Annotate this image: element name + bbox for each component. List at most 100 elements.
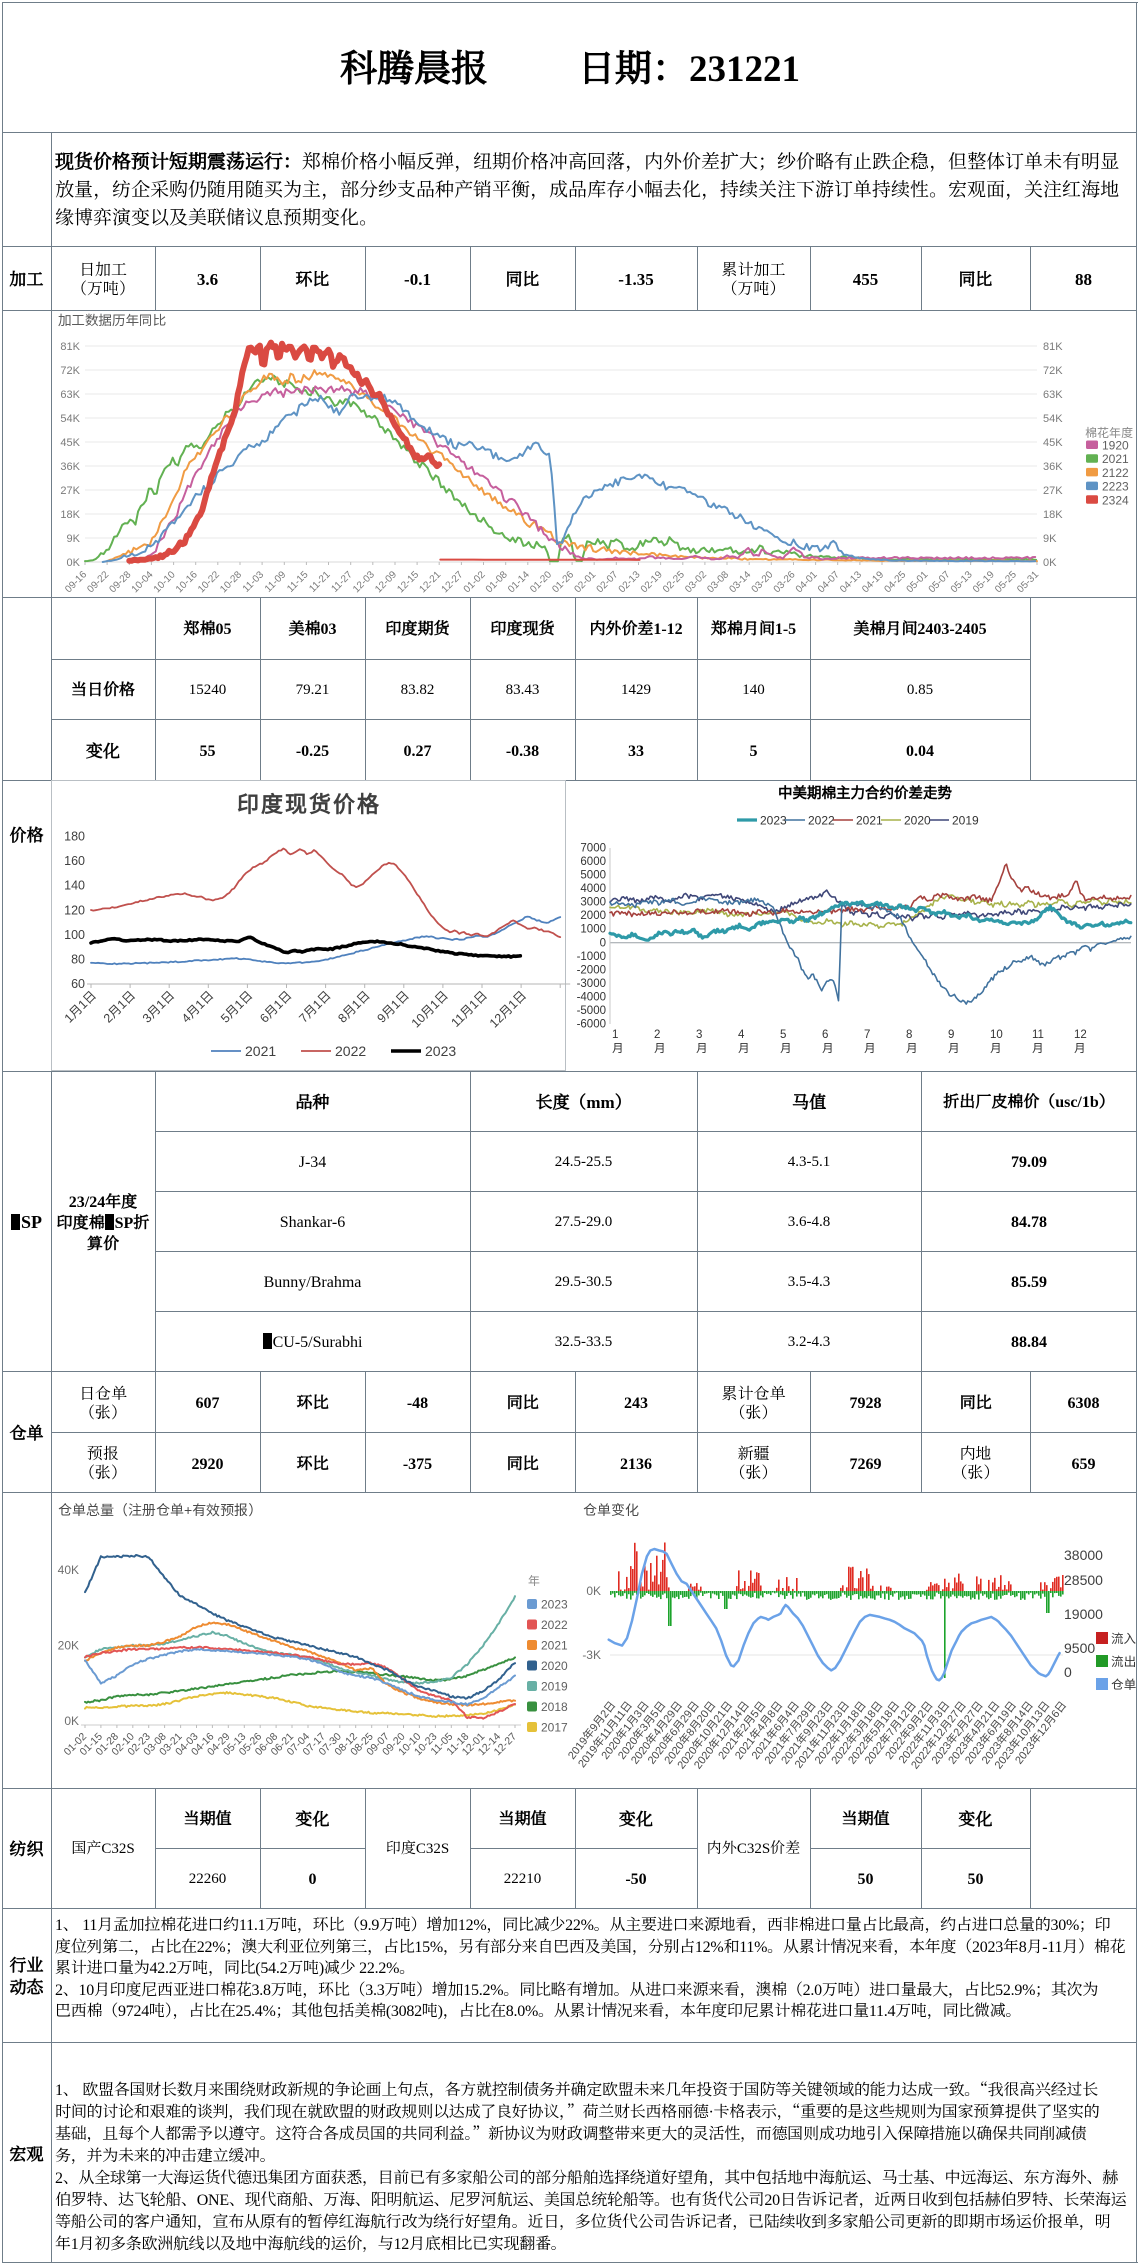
svg-text:5: 5 xyxy=(780,1026,786,1042)
svg-text:0K: 0K xyxy=(67,554,81,570)
svg-text:36K: 36K xyxy=(60,458,80,474)
svg-text:8: 8 xyxy=(906,1026,912,1042)
svg-text:10: 10 xyxy=(990,1026,1003,1042)
svg-text:27K: 27K xyxy=(1043,482,1063,498)
svg-text:0: 0 xyxy=(600,934,606,950)
svg-text:流入: 流入 xyxy=(1111,1628,1137,1647)
svg-text:12: 12 xyxy=(1074,1026,1087,1042)
svg-text:80: 80 xyxy=(71,948,85,967)
svg-text:加工数据历年同比: 加工数据历年同比 xyxy=(58,309,166,329)
svg-text:月: 月 xyxy=(738,1040,750,1056)
svg-text:2021: 2021 xyxy=(541,1637,568,1654)
svg-text:180: 180 xyxy=(64,826,85,845)
svg-text:2019: 2019 xyxy=(952,812,979,829)
svg-text:月: 月 xyxy=(906,1040,918,1056)
svg-text:月: 月 xyxy=(1074,1040,1086,1056)
svg-text:120: 120 xyxy=(64,899,85,918)
svg-text:仓单变化: 仓单变化 xyxy=(583,1500,639,1520)
svg-text:9: 9 xyxy=(948,1026,954,1042)
svg-text:月: 月 xyxy=(864,1040,876,1056)
svg-text:月: 月 xyxy=(612,1040,624,1056)
svg-text:7: 7 xyxy=(864,1026,870,1042)
svg-text:月: 月 xyxy=(990,1040,1002,1056)
svg-text:月: 月 xyxy=(822,1040,834,1056)
svg-text:140: 140 xyxy=(64,875,85,894)
svg-text:11: 11 xyxy=(1032,1026,1044,1042)
svg-text:流出: 流出 xyxy=(1111,1651,1136,1670)
svg-text:-3K: -3K xyxy=(582,1646,601,1663)
svg-text:54K: 54K xyxy=(1043,410,1063,426)
svg-text:0K: 0K xyxy=(64,1712,79,1729)
svg-text:月: 月 xyxy=(780,1040,792,1056)
svg-text:160: 160 xyxy=(64,850,85,869)
svg-text:36K: 36K xyxy=(1043,458,1063,474)
svg-text:2122: 2122 xyxy=(1102,464,1129,481)
svg-text:11-15: 11-15 xyxy=(282,566,310,594)
svg-text:45K: 45K xyxy=(1043,434,1063,450)
svg-text:11-09: 11-09 xyxy=(260,566,288,594)
svg-text:1000: 1000 xyxy=(580,921,606,937)
svg-text:2223: 2223 xyxy=(1102,478,1129,495)
svg-text:11-21: 11-21 xyxy=(304,566,332,594)
svg-text:2020: 2020 xyxy=(904,812,931,829)
svg-text:7000: 7000 xyxy=(580,840,606,856)
svg-text:-3000: -3000 xyxy=(577,975,606,991)
svg-text:2023: 2023 xyxy=(425,1041,456,1061)
svg-text:-5000: -5000 xyxy=(577,1002,606,1018)
svg-text:27K: 27K xyxy=(60,482,80,498)
svg-text:2019: 2019 xyxy=(541,1678,568,1695)
svg-text:0: 0 xyxy=(1064,1662,1072,1682)
svg-text:月: 月 xyxy=(948,1040,960,1056)
svg-text:2021: 2021 xyxy=(1102,450,1129,467)
svg-text:0K: 0K xyxy=(1043,554,1057,570)
svg-text:棉花年度: 棉花年度 xyxy=(1085,424,1133,441)
svg-text:18K: 18K xyxy=(60,506,80,522)
svg-text:4000: 4000 xyxy=(580,880,606,896)
svg-text:60: 60 xyxy=(71,973,85,992)
svg-text:20K: 20K xyxy=(58,1637,79,1654)
svg-text:05-31: 05-31 xyxy=(1012,566,1041,595)
svg-text:-4000: -4000 xyxy=(577,988,606,1004)
svg-text:4: 4 xyxy=(738,1026,745,1042)
svg-text:仓单: 仓单 xyxy=(1111,1674,1137,1693)
svg-text:年: 年 xyxy=(528,1572,541,1589)
svg-text:2324: 2324 xyxy=(1102,491,1129,508)
svg-text:1: 1 xyxy=(612,1026,618,1042)
svg-text:-2000: -2000 xyxy=(577,961,606,977)
svg-text:54K: 54K xyxy=(60,410,80,426)
svg-text:72K: 72K xyxy=(1043,362,1063,378)
svg-text:月: 月 xyxy=(654,1040,666,1056)
svg-text:40K: 40K xyxy=(58,1561,79,1578)
svg-text:9K: 9K xyxy=(1043,530,1057,546)
svg-text:2017: 2017 xyxy=(541,1719,568,1736)
svg-text:2023: 2023 xyxy=(541,1596,568,1613)
svg-text:63K: 63K xyxy=(60,386,80,402)
svg-text:中美期棉主力合约价差走势: 中美期棉主力合约价差走势 xyxy=(778,782,952,803)
svg-text:2018: 2018 xyxy=(541,1698,568,1715)
svg-text:18K: 18K xyxy=(1043,506,1063,522)
svg-text:2021: 2021 xyxy=(856,812,883,829)
svg-text:19000: 19000 xyxy=(1064,1604,1103,1624)
svg-text:11-03: 11-03 xyxy=(238,566,266,594)
svg-text:9K: 9K xyxy=(67,530,81,546)
svg-text:2022: 2022 xyxy=(335,1041,366,1061)
svg-text:81K: 81K xyxy=(60,338,80,354)
svg-text:28500: 28500 xyxy=(1064,1570,1103,1590)
svg-text:100: 100 xyxy=(64,924,85,943)
svg-text:5000: 5000 xyxy=(580,867,606,883)
svg-text:2000: 2000 xyxy=(580,907,606,923)
svg-text:9500: 9500 xyxy=(1064,1638,1095,1658)
svg-text:2021: 2021 xyxy=(245,1041,276,1061)
svg-text:-6000: -6000 xyxy=(577,1016,606,1032)
svg-text:3000: 3000 xyxy=(580,894,606,910)
svg-text:2022: 2022 xyxy=(541,1616,568,1633)
svg-text:72K: 72K xyxy=(60,362,80,378)
svg-text:印度现货价格: 印度现货价格 xyxy=(237,787,381,819)
svg-text:-1000: -1000 xyxy=(577,948,606,964)
svg-text:11-27: 11-27 xyxy=(327,566,355,594)
svg-text:63K: 63K xyxy=(1043,386,1063,402)
svg-text:1920: 1920 xyxy=(1102,437,1129,454)
svg-text:2: 2 xyxy=(654,1026,660,1042)
svg-text:3: 3 xyxy=(696,1026,702,1042)
svg-text:0K: 0K xyxy=(586,1582,601,1599)
